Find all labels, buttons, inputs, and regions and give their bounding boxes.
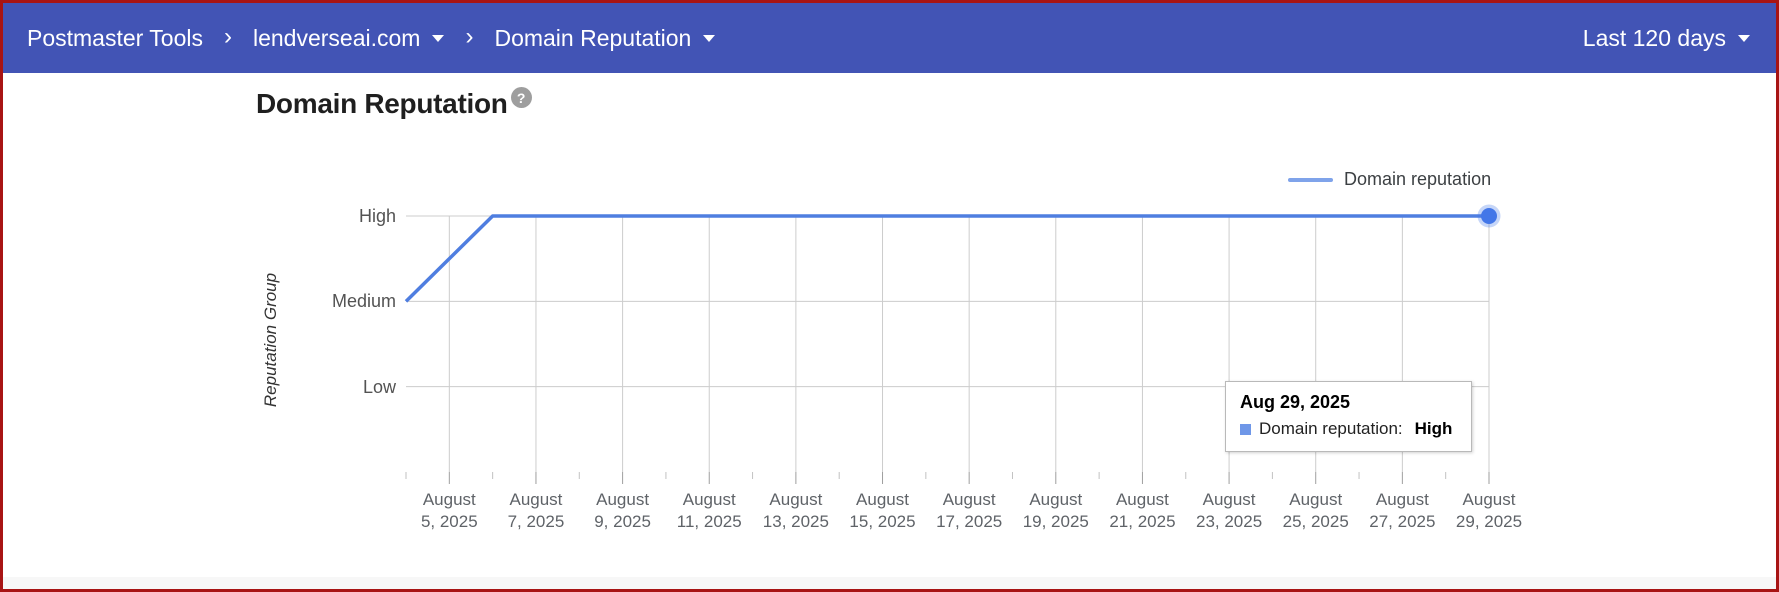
x-tick-label: August 9, 2025 — [594, 490, 651, 531]
main-content: Domain Reputation? Domain reputation Rep… — [3, 73, 1776, 589]
page-title: Domain Reputation? — [256, 87, 532, 120]
x-tick-label: August 25, 2025 — [1282, 490, 1349, 531]
x-tick-label: August 21, 2025 — [1109, 490, 1176, 531]
top-app-bar: Postmaster Tools › lendverseai.com › Dom… — [3, 3, 1776, 73]
y-tick-label: High — [358, 206, 396, 226]
dropdown-caret-icon — [703, 34, 716, 42]
date-range-dropdown[interactable]: Last 120 days — [1583, 25, 1750, 52]
y-axis-title: Reputation Group — [261, 272, 280, 408]
page-title-text: Domain Reputation — [256, 87, 508, 119]
x-tick-label: August 29, 2025 — [1455, 490, 1523, 531]
y-tick-label: Medium — [331, 291, 396, 312]
tooltip-series-swatch-icon — [1240, 423, 1251, 435]
tooltip-date: Aug 29, 2025 — [1240, 392, 1351, 412]
date-range-label: Last 120 days — [1582, 24, 1726, 51]
x-tick-label: August 23, 2025 — [1195, 490, 1263, 531]
breadcrumb: Postmaster Tools › lendverseai.com › Dom… — [27, 22, 716, 52]
tooltip-series-row: Domain reputation: High — [1240, 419, 1457, 439]
chevron-right-icon: › — [223, 22, 232, 50]
breadcrumb-domain-label: lendverseai.com — [252, 24, 421, 51]
x-tick-label: August 5, 2025 — [420, 490, 478, 531]
breadcrumb-section-label: Domain Reputation — [494, 24, 692, 51]
y-tick-label: Low — [362, 376, 396, 397]
legend-label: Domain reputation — [1344, 169, 1492, 189]
legend-line-swatch-icon — [1288, 177, 1333, 182]
chevron-right-icon: › — [465, 22, 474, 50]
x-tick-label: August 13, 2025 — [762, 490, 829, 531]
tooltip-series-label: Domain reputation: — [1259, 419, 1403, 438]
chart-plot-area[interactable] — [3, 73, 1776, 589]
breadcrumb-app-title[interactable]: Postmaster Tools — [27, 24, 203, 51]
series-endpoint-marker[interactable] — [1481, 208, 1497, 224]
dropdown-caret-icon — [1738, 34, 1750, 42]
x-tick-label: August 17, 2025 — [936, 490, 1003, 531]
x-tick-label: August 19, 2025 — [1022, 490, 1089, 531]
chart-legend: Domain reputation — [1288, 169, 1491, 190]
breadcrumb-section-dropdown[interactable]: Domain Reputation — [494, 24, 716, 52]
x-tick-label: August 11, 2025 — [676, 490, 742, 531]
x-tick-label: August 15, 2025 — [849, 490, 916, 531]
chart-tooltip: Aug 29, 2025 Domain reputation: High — [1225, 381, 1472, 452]
x-tick-label: August 7, 2025 — [507, 490, 565, 531]
bottom-strip — [3, 577, 1776, 589]
x-tick-label: August 27, 2025 — [1369, 490, 1436, 531]
tooltip-series-value: High — [1414, 419, 1453, 438]
dropdown-caret-icon — [432, 34, 445, 42]
breadcrumb-domain-dropdown[interactable]: lendverseai.com — [252, 24, 445, 52]
help-icon[interactable]: ? — [510, 87, 532, 108]
